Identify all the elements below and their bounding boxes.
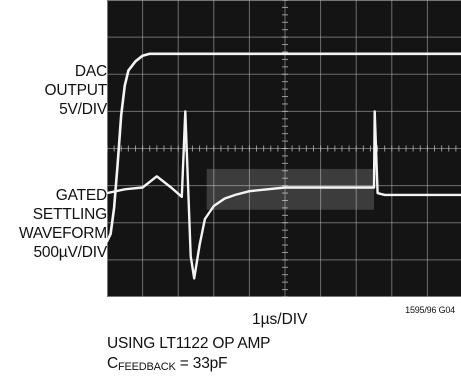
capacitor-subscript: FEEDBACK [118,361,176,373]
top-trace-label-line: 5V/DIV [59,101,107,118]
bottom-trace-label-line: GATED [55,187,107,204]
op-amp-note: USING LT1122 OP AMP [107,335,271,352]
bottom-trace-label-line: WAVEFORM [19,225,107,242]
top-trace-label: DAC OUTPUT 5V/DIV [44,62,107,119]
figure-code: 1595/96 G04 [405,305,455,315]
settling-noise-band [206,168,374,210]
capacitor-symbol: C [107,355,118,372]
gated-settling-trace [107,110,461,280]
oscilloscope-plot [107,0,461,297]
bottom-trace-label-line: 500µV/DIV [33,244,108,261]
capacitor-note: CFEEDBACK = 33pF [107,354,227,377]
top-trace-label-line: OUTPUT [44,82,107,99]
bottom-trace-label: GATED SETTLING WAVEFORM 500µV/DIV [19,186,107,262]
top-trace-label-line: DAC [74,63,107,80]
dac-output-trace [107,52,461,243]
bottom-trace-label-line: SETTLING [32,206,107,223]
time-scale-label: 1µs/DIV [252,311,308,328]
oscilloscope-screen [107,0,461,297]
capacitor-value: = 33pF [175,355,228,372]
